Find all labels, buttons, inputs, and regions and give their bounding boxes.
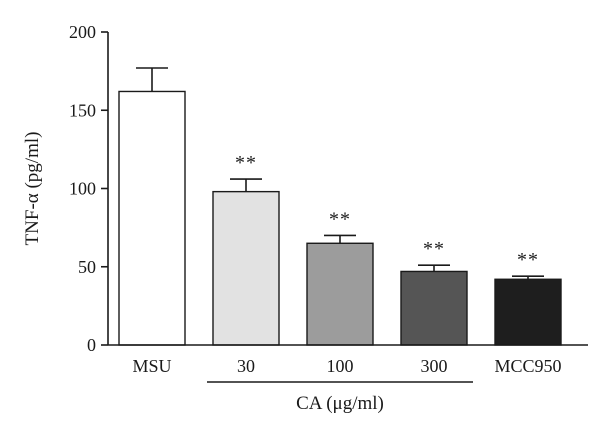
bar — [494, 278, 562, 346]
error-bars-group — [136, 67, 544, 280]
bar — [306, 242, 374, 346]
category-label: MCC950 — [494, 356, 561, 376]
category-labels-group: MSU 30 100 300 MCC950 — [132, 356, 561, 376]
bar — [118, 90, 186, 346]
category-label: 300 — [421, 356, 448, 376]
bar — [400, 270, 468, 346]
y-axis-title: TNF-α (pg/ml) — [22, 132, 43, 246]
y-tick-label: 0 — [87, 335, 96, 355]
bar — [212, 190, 280, 346]
y-tick-label: 200 — [69, 22, 96, 42]
y-tick-label: 100 — [69, 179, 96, 199]
category-label: 30 — [237, 356, 255, 376]
significance-mark: ** — [517, 249, 539, 271]
significance-mark: ** — [235, 152, 257, 174]
category-label: MSU — [132, 356, 171, 376]
y-tick-label: 50 — [78, 257, 96, 277]
bars-group — [118, 90, 562, 346]
y-tick-label: 150 — [69, 100, 96, 120]
group-label: CA (μg/ml) — [296, 393, 384, 414]
significance-marks-group: ** ** ** ** — [235, 152, 539, 271]
significance-mark: ** — [423, 238, 445, 260]
category-label: 100 — [327, 356, 354, 376]
significance-mark: ** — [329, 208, 351, 230]
y-axis-ticks: 0 50 100 150 200 — [69, 22, 108, 355]
